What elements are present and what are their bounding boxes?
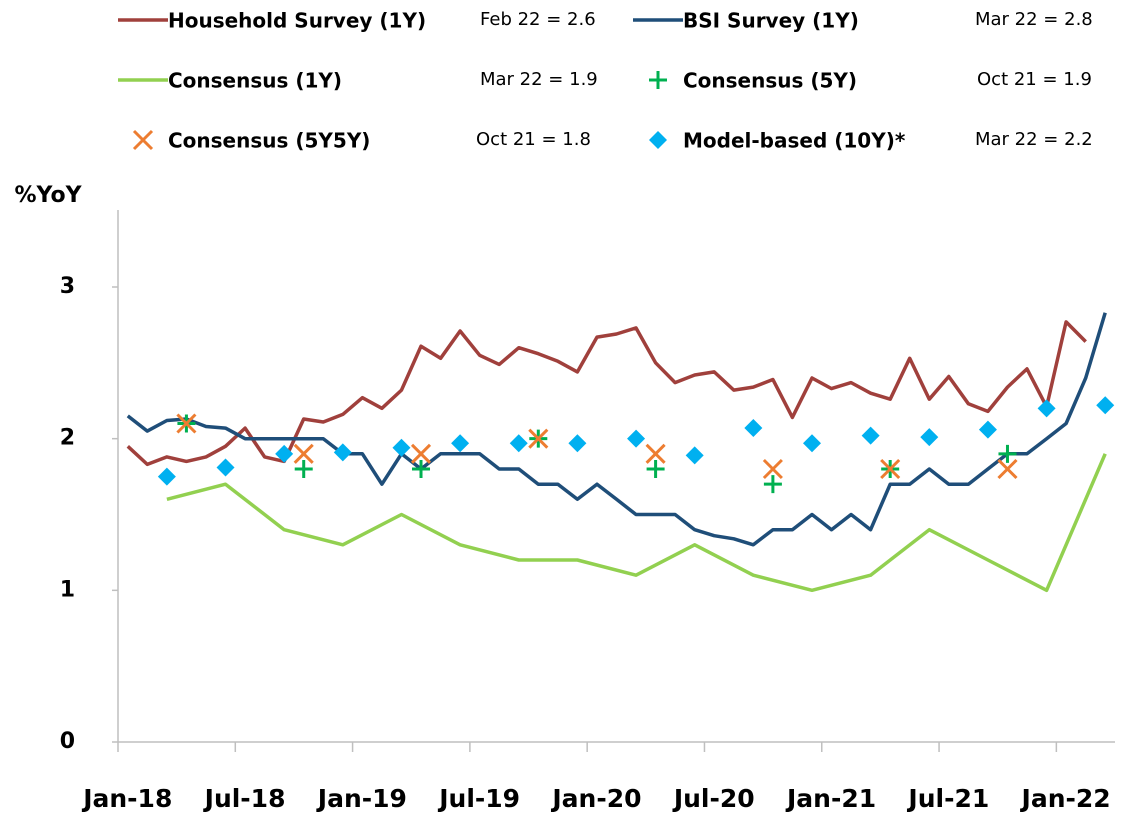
legend-note: Oct 21 = 1.8: [476, 129, 591, 150]
series-marker: [645, 443, 666, 464]
legend-label: Consensus (5Y): [683, 69, 857, 93]
series-marker: [861, 426, 880, 445]
series-marker: [685, 446, 704, 465]
series-marker: [997, 458, 1018, 480]
x-tick-label: Jan-21: [785, 784, 876, 813]
series-marker: [392, 438, 411, 457]
x-tick-label: Jan-18: [81, 784, 172, 813]
legend-note: Mar 22 = 2.2: [975, 129, 1093, 150]
legend-swatch: [132, 129, 154, 151]
series-marker: [528, 428, 549, 449]
legend-label: Household Survey (1Y): [168, 9, 426, 33]
y-tick-label: 2: [60, 426, 75, 451]
legend-label: Consensus (5Y5Y): [168, 129, 370, 153]
legend-note: Feb 22 = 2.6: [480, 9, 596, 30]
legend-note: Oct 21 = 1.9: [977, 69, 1092, 90]
legend-label: Consensus (1Y): [168, 69, 342, 93]
series-line: [126, 312, 1107, 547]
legend-label: Model-based (10Y)*: [683, 129, 906, 153]
series-marker: [451, 434, 470, 453]
series-marker: [410, 443, 432, 464]
series-marker: [509, 434, 528, 453]
legend-label: BSI Survey (1Y): [683, 9, 859, 33]
legend-note: Mar 22 = 1.9: [480, 69, 598, 90]
series-marker: [293, 443, 314, 464]
series-marker: [568, 434, 587, 453]
x-tick-label: Jan-22: [1020, 784, 1111, 813]
series-marker: [216, 458, 235, 477]
series-marker: [744, 419, 763, 438]
x-tick-label: Jul-21: [906, 784, 989, 813]
y-tick-label: 0: [60, 729, 75, 754]
x-tick-label: Jan-19: [316, 784, 407, 813]
y-axis-label: %YoY: [15, 183, 83, 208]
series-marker: [880, 458, 901, 480]
x-tick-label: Jul-19: [437, 784, 520, 813]
series-marker: [646, 460, 665, 478]
series-marker: [1096, 396, 1115, 415]
series-marker: [294, 460, 313, 478]
series-marker: [998, 444, 1017, 463]
series-line: [126, 320, 1087, 467]
series-line: [166, 453, 1107, 593]
series-marker: [762, 458, 783, 480]
x-tick-label: Jul-20: [672, 784, 755, 813]
series-marker: [763, 475, 782, 494]
y-tick-label: 1: [60, 577, 75, 602]
x-tick-label: Jan-20: [550, 784, 641, 813]
legend-swatch: [649, 131, 667, 149]
legend-note: Mar 22 = 2.8: [975, 9, 1093, 30]
series-marker: [1037, 399, 1056, 418]
series-marker: [333, 443, 352, 462]
legend-swatch: [649, 71, 667, 89]
series-marker: [157, 467, 176, 486]
series-marker: [275, 444, 294, 463]
series-marker: [176, 413, 197, 434]
y-tick-label: 3: [60, 274, 75, 299]
series-marker: [627, 429, 646, 448]
series-marker: [802, 434, 821, 453]
x-tick-label: Jul-18: [203, 784, 286, 813]
series-marker: [978, 420, 997, 439]
series-marker: [412, 460, 431, 478]
series-marker: [920, 428, 939, 447]
